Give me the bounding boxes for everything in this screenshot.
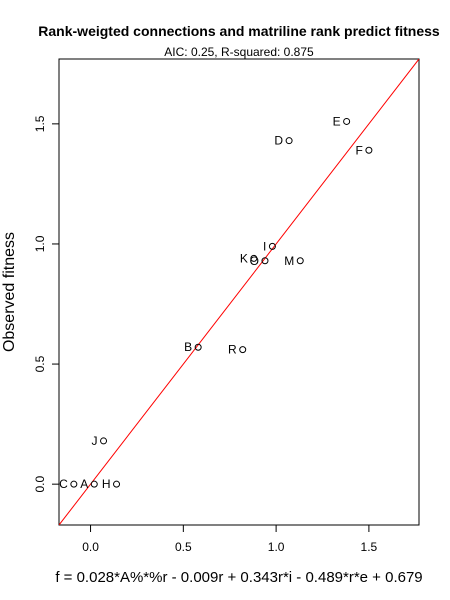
data-point: [250, 254, 258, 262]
x-tick-label: 0.0: [82, 540, 99, 554]
data-point: [70, 480, 78, 488]
point-label: M: [284, 254, 294, 268]
x-tick-label: 1.5: [361, 540, 378, 554]
y-tick-label: 0.5: [33, 355, 47, 372]
point-label: C: [59, 477, 68, 491]
data-point: [194, 343, 202, 351]
data-point: [268, 242, 276, 250]
point-label: F: [356, 143, 363, 157]
chart-title: Rank-weigted connections and matriline r…: [38, 23, 440, 39]
data-point: [343, 117, 351, 125]
point-label: B: [184, 340, 192, 354]
x-tick-label: 0.5: [175, 540, 192, 554]
point-label: I: [263, 239, 266, 253]
data-point: [100, 437, 108, 445]
data-point: [90, 480, 98, 488]
point-label: D: [274, 134, 283, 148]
point-label: H: [102, 477, 111, 491]
point-label: K: [240, 251, 248, 265]
data-point: [239, 346, 247, 354]
chart-subtitle: AIC: 0.25, R-squared: 0.875: [164, 45, 314, 59]
y-axis-label: Observed fitness: [1, 232, 18, 352]
x-axis-label: f = 0.028*A%*%r - 0.009r + 0.343r*i - 0.…: [55, 569, 422, 586]
data-point: [296, 257, 304, 265]
plot-area: C A H J B R K OI M D E F: [59, 59, 419, 525]
y-tick-label: 0.0: [33, 476, 47, 493]
point-label: O: [250, 254, 259, 268]
point-label: E: [333, 114, 341, 128]
y-tick-label: 1.0: [33, 235, 47, 252]
y-axis: 0.0 0.5 1.0 1.5: [33, 115, 60, 493]
x-tick-label: 1.0: [268, 540, 285, 554]
y-tick-label: 1.5: [33, 115, 47, 132]
data-point: [285, 137, 293, 145]
data-point: [365, 146, 373, 154]
point-label: A: [80, 477, 88, 491]
data-point: [113, 480, 121, 488]
data-point: [261, 257, 269, 265]
identity-line: [59, 59, 419, 525]
point-label: R: [228, 343, 237, 357]
point-label: J: [92, 434, 98, 448]
x-axis: 0.0 0.5 1.0 1.5: [82, 524, 378, 554]
